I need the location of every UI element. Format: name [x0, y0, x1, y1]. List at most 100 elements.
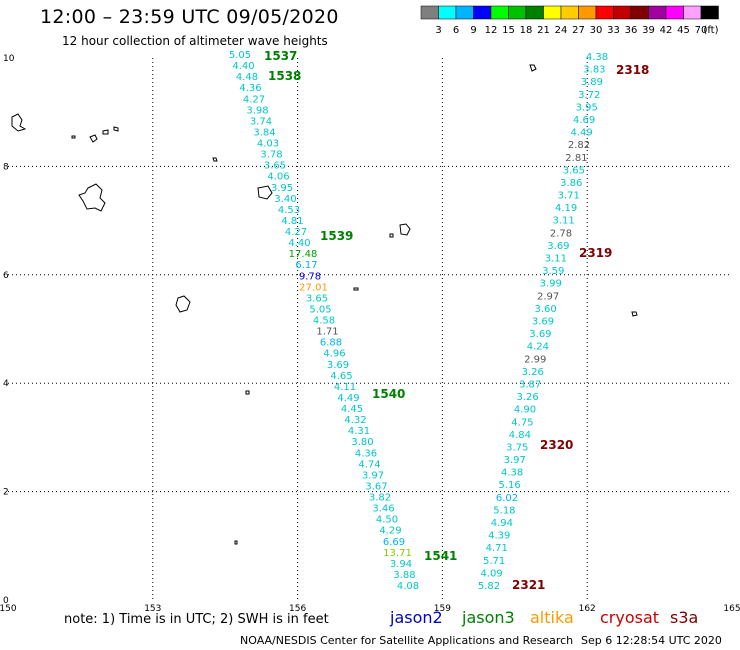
wave-height-reading: 3.71 [558, 191, 580, 202]
wave-height-reading: 3.82 [369, 493, 391, 504]
wave-height-reading: 3.80 [351, 437, 373, 448]
island-outline [529, 64, 537, 72]
wave-height-reading: 4.84 [509, 430, 531, 441]
wave-height-reading: 3.69 [547, 241, 569, 252]
wave-height-reading: 3.72 [578, 90, 600, 101]
island-outline [399, 223, 411, 236]
wave-height-reading: 3.11 [552, 216, 574, 227]
island-outline [631, 311, 638, 317]
island-outline [78, 183, 106, 212]
wave-height-reading: 2.81 [565, 153, 587, 164]
legend-label: 33 [607, 25, 620, 36]
wave-height-reading: 3.65 [563, 165, 585, 176]
island-outline [245, 390, 250, 395]
wave-height-reading: 3.40 [274, 194, 296, 205]
island-outline [257, 185, 273, 200]
legend-unit: (ft) [703, 25, 718, 36]
wave-height-reading: 4.53 [278, 205, 300, 216]
island-outline [11, 113, 27, 132]
axis-labels: 150 153 156 159 162 165 0 2 4 6 8 10 [0, 54, 740, 614]
wave-height-reading: 3.98 [246, 105, 268, 116]
legend-label: 27 [572, 25, 585, 36]
wave-height-reading: 6.17 [295, 260, 317, 271]
wave-height-reading: 5.05 [309, 304, 331, 315]
wave-height-reading: 4.48 [236, 72, 258, 83]
wave-height-reading: 4.08 [397, 581, 419, 592]
satellite-legend-item: jason3 [462, 608, 515, 627]
lon-tick-label: 156 [289, 604, 306, 614]
legend-label: 15 [502, 25, 515, 36]
wave-height-reading: 17.48 [289, 249, 318, 260]
island-outline [175, 295, 191, 313]
wave-height-reading: 4.81 [281, 216, 303, 227]
map-grid [8, 58, 732, 600]
wave-height-reading: 4.40 [288, 238, 310, 249]
wave-height-reading: 4.75 [511, 417, 533, 428]
wave-height-reading: 5.05 [229, 50, 251, 61]
footer-timestamp: Sep 6 12:28:54 UTC 2020 [581, 634, 722, 647]
wave-height-reading: 3.97 [504, 455, 526, 466]
wave-height-reading: 4.96 [323, 349, 345, 360]
legend-label: 39 [642, 25, 655, 36]
wave-height-reading: 4.50 [376, 515, 398, 526]
wave-height-reading: 2.99 [524, 354, 546, 365]
wave-height-reading: 3.59 [542, 266, 564, 277]
lat-tick-label: 8 [3, 162, 9, 172]
wave-height-reading: 3.89 [581, 77, 603, 88]
wave-height-reading: 4.45 [341, 404, 363, 415]
wave-height-reading: 3.86 [560, 178, 582, 189]
wave-height-reading: 27.01 [299, 282, 328, 293]
wave-height-reading: 4.74 [358, 459, 380, 470]
lat-tick-label: 6 [3, 271, 9, 281]
island-outline [102, 129, 109, 135]
wave-height-reading: 4.27 [243, 94, 265, 105]
color-legend: 3 6 9 12 15 18 21 24 27 30 33 36 39 42 45 70(ft) [420, 5, 719, 36]
lat-tick-label: 10 [3, 54, 15, 64]
island-outlines [11, 64, 638, 545]
wave-height-reading: 2.82 [568, 140, 590, 151]
wave-height-reading: 3.95 [576, 102, 598, 113]
legend-swatch [700, 5, 719, 20]
pass-number-label: 1541 [424, 549, 457, 563]
wave-height-reading: 3.99 [540, 279, 562, 290]
legend-label: 6 [453, 25, 459, 36]
satellite-legend-item: cryosat [600, 608, 660, 627]
pass-number-label: 1538 [268, 69, 301, 83]
wave-height-reading: 3.69 [327, 360, 349, 371]
pass-number-label: 1540 [372, 387, 405, 401]
satellite-legend-item: s3a [670, 608, 699, 627]
page-subtitle: 12 hour collection of altimeter wave hei… [62, 34, 328, 48]
island-outline [212, 157, 218, 162]
pass-number-label: 2319 [579, 246, 612, 260]
wave-height-reading: 4.40 [232, 61, 254, 72]
wave-height-reading: 3.26 [516, 392, 538, 403]
wave-height-reading: 4.71 [486, 543, 508, 554]
wave-height-reading: 4.27 [285, 227, 307, 238]
wave-height-reading: 4.36 [239, 83, 261, 94]
lon-tick-label: 162 [579, 604, 596, 614]
wave-height-reading: 4.24 [527, 342, 549, 353]
wave-height-reading: 5.18 [493, 505, 515, 516]
wave-height-reading: 4.09 [480, 568, 502, 579]
wave-height-reading: 3.74 [250, 116, 272, 127]
wave-height-reading: 3.95 [271, 183, 293, 194]
wave-height-reading: 4.38 [586, 52, 608, 63]
footer-credit: NOAA/NESDIS Center for Satellite Applica… [240, 634, 574, 647]
wave-height-reading: 4.31 [348, 426, 370, 437]
wave-height-reading: 2.97 [537, 291, 559, 302]
wave-height-reading: 3.97 [362, 470, 384, 481]
wave-height-reading: 4.11 [334, 382, 356, 393]
wave-height-reading: 3.67 [365, 481, 387, 492]
lon-tick-label: 159 [434, 604, 451, 614]
wave-height-reading: 3.65 [264, 161, 286, 172]
wave-height-reading: 2.78 [550, 228, 572, 239]
wave-height-reading: 6.02 [496, 493, 518, 504]
legend-label: 24 [555, 25, 568, 36]
island-outline [89, 134, 98, 143]
wave-height-reading: 4.58 [313, 316, 335, 327]
legend-label: 18 [520, 25, 533, 36]
island-outline [353, 287, 359, 291]
wave-height-reading: 4.06 [267, 172, 289, 183]
wave-height-reading: 4.49 [337, 393, 359, 404]
